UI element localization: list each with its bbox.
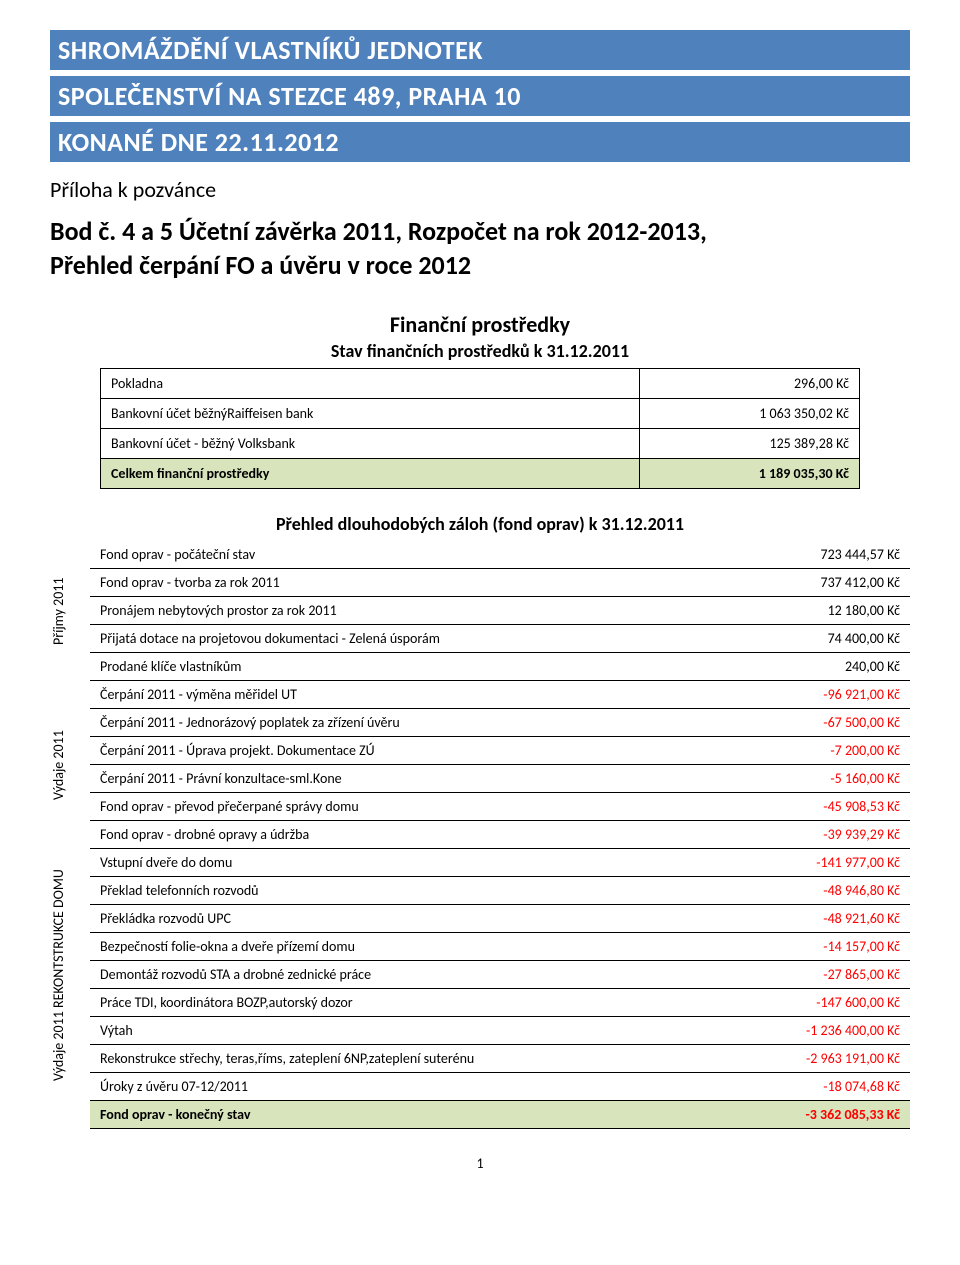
zalohy-row-value: 723 444,57 Kč [720,541,910,569]
zalohy-row: Pronájem nebytových prostor za rok 20111… [90,597,910,625]
header-line-1: SHROMÁŽDĚNÍ VLASTNÍKŮ JEDNOTEK [50,30,910,70]
zalohy-row-value: -141 977,00 Kč [720,849,910,877]
zalohy-row-value: 737 412,00 Kč [720,569,910,597]
zalohy-row: Fond oprav - převod přečerpané správy do… [90,793,910,821]
zalohy-row: Vstupní dveře do domu-141 977,00 Kč [90,849,910,877]
zalohy-row: Rekonstrukce střechy, teras,říms, zatepl… [90,1045,910,1073]
zalohy-row-label: Pronájem nebytových prostor za rok 2011 [90,597,720,625]
zalohy-row: Čerpání 2011 - Právní konzultace-sml.Kon… [90,765,910,793]
zalohy-row-label: Vstupní dveře do domu [90,849,720,877]
zalohy-row-label: Úroky z úvěru 07-12/2011 [90,1073,720,1101]
zalohy-row-value: -48 921,60 Kč [720,905,910,933]
fin-row-label: Pokladna [101,369,640,399]
zalohy-row-label: Čerpání 2011 - Úprava projekt. Dokumenta… [90,737,720,765]
zalohy-row-value: -45 908,53 Kč [720,793,910,821]
zalohy-row-value: -147 600,00 Kč [720,989,910,1017]
fin-row: Pokladna296,00 Kč [101,369,860,399]
zalohy-title: Přehled dlouhodobých záloh (fond oprav) … [50,513,910,535]
zalohy-row-value: -67 500,00 Kč [720,709,910,737]
fin-total-label: Celkem finanční prostředky [101,459,640,489]
zalohy-row-label: Demontáž rozvodů STA a drobné zednické p… [90,961,720,989]
zalohy-row-value: 74 400,00 Kč [720,625,910,653]
zalohy-row-label: Překládka rozvodů UPC [90,905,720,933]
header-line-2: SPOLEČENSTVÍ NA STEZCE 489, PRAHA 10 [50,76,910,116]
zalohy-row-value: -5 160,00 Kč [720,765,910,793]
zalohy-row-value: -48 946,80 Kč [720,877,910,905]
zalohy-row-label: Čerpání 2011 - výměna měřidel UT [90,681,720,709]
zalohy-row-label: Fond oprav - převod přečerpané správy do… [90,793,720,821]
zalohy-row-value: 240,00 Kč [720,653,910,681]
zalohy-row-value: -7 200,00 Kč [720,737,910,765]
fin-section-title: Finanční prostředky [50,311,910,338]
zalohy-row: Přijatá dotace na projetovou dokumentaci… [90,625,910,653]
subtitle: Příloha k pozvánce [50,176,910,203]
zalohy-row: Fond oprav - počáteční stav723 444,57 Kč [90,541,910,569]
zalohy-row-label: Přijatá dotace na projetovou dokumentaci… [90,625,720,653]
vertical-group-label: Výdaje 2011 REKONTSTRUKCE DOMU [50,849,67,1101]
zalohy-row: Fond oprav - drobné opravy a údržba-39 9… [90,821,910,849]
fin-table: Pokladna296,00 KčBankovní účet běžnýRaif… [100,368,860,489]
zalohy-row-label: Čerpání 2011 - Jednorázový poplatek za z… [90,709,720,737]
fin-row-label: Bankovní účet - běžný Volksbank [101,429,640,459]
zalohy-row: Bezpečností folie-okna a dveře přízemí d… [90,933,910,961]
zalohy-row-label: Bezpečností folie-okna a dveře přízemí d… [90,933,720,961]
fin-row-value: 296,00 Kč [640,369,860,399]
fin-total-row: Celkem finanční prostředky1 189 035,30 K… [101,459,860,489]
zalohy-row: Čerpání 2011 - výměna měřidel UT-96 921,… [90,681,910,709]
zalohy-row: Úroky z úvěru 07-12/2011-18 074,68 Kč [90,1073,910,1101]
zalohy-row-value: -96 921,00 Kč [720,681,910,709]
zalohy-row-label: Překlad telefonních rozvodů [90,877,720,905]
zalohy-row: Čerpání 2011 - Úprava projekt. Dokumenta… [90,737,910,765]
zalohy-row: Fond oprav - tvorba za rok 2011737 412,0… [90,569,910,597]
fin-row-value: 1 063 350,02 Kč [640,399,860,429]
zalohy-row-value: -18 074,68 Kč [720,1073,910,1101]
zalohy-row-label: Fond oprav - drobné opravy a údržba [90,821,720,849]
zalohy-row-value: -14 157,00 Kč [720,933,910,961]
zalohy-row-value: 12 180,00 Kč [720,597,910,625]
zalohy-row: Demontáž rozvodů STA a drobné zednické p… [90,961,910,989]
zalohy-row: Práce TDI, koordinátora BOZP,autorský do… [90,989,910,1017]
zalohy-row-label: Rekonstrukce střechy, teras,říms, zatepl… [90,1045,720,1073]
zalohy-row: Čerpání 2011 - Jednorázový poplatek za z… [90,709,910,737]
zalohy-row-label: Práce TDI, koordinátora BOZP,autorský do… [90,989,720,1017]
zalohy-final-label: Fond oprav - konečný stav [90,1101,720,1129]
zalohy-table: Fond oprav - počáteční stav723 444,57 Kč… [90,541,910,1129]
fin-row-label: Bankovní účet běžnýRaiffeisen bank [101,399,640,429]
zalohy-row-value: -1 236 400,00 Kč [720,1017,910,1045]
zalohy-row-label: Fond oprav - tvorba za rok 2011 [90,569,720,597]
bod-title: Bod č. 4 a 5 Účetní závěrka 2011, Rozpoč… [50,215,910,247]
zalohy-row-label: Výtah [90,1017,720,1045]
zalohy-row: Výtah-1 236 400,00 Kč [90,1017,910,1045]
header-line-3: KONANÉ DNE 22.11.2012 [50,122,910,162]
vertical-group-label: Výdaje 2011 [50,681,67,849]
vertical-group-label: Příjmy 2011 [50,541,67,681]
fin-row: Bankovní účet běžnýRaiffeisen bank1 063 … [101,399,860,429]
bod-desc: Přehled čerpání FO a úvěru v roce 2012 [50,249,910,281]
zalohy-row-value: -27 865,00 Kč [720,961,910,989]
zalohy-row-label: Čerpání 2011 - Právní konzultace-sml.Kon… [90,765,720,793]
zalohy-row: Překládka rozvodů UPC-48 921,60 Kč [90,905,910,933]
fin-row: Bankovní účet - běžný Volksbank125 389,2… [101,429,860,459]
fin-total-value: 1 189 035,30 Kč [640,459,860,489]
zalohy-row: Překlad telefonních rozvodů-48 946,80 Kč [90,877,910,905]
zalohy-row-label: Fond oprav - počáteční stav [90,541,720,569]
fin-row-value: 125 389,28 Kč [640,429,860,459]
zalohy-final-row: Fond oprav - konečný stav-3 362 085,33 K… [90,1101,910,1129]
zalohy-row-value: -39 939,29 Kč [720,821,910,849]
fin-section-subtitle: Stav finančních prostředků k 31.12.2011 [50,340,910,362]
zalohy-row-label: Prodané klíče vlastníkům [90,653,720,681]
zalohy-row-value: -2 963 191,00 Kč [720,1045,910,1073]
zalohy-final-value: -3 362 085,33 Kč [720,1101,910,1129]
page-number: 1 [50,1155,910,1172]
zalohy-row: Prodané klíče vlastníkům240,00 Kč [90,653,910,681]
zalohy-wrap: Příjmy 2011Výdaje 2011Výdaje 2011 REKONT… [50,541,910,1129]
